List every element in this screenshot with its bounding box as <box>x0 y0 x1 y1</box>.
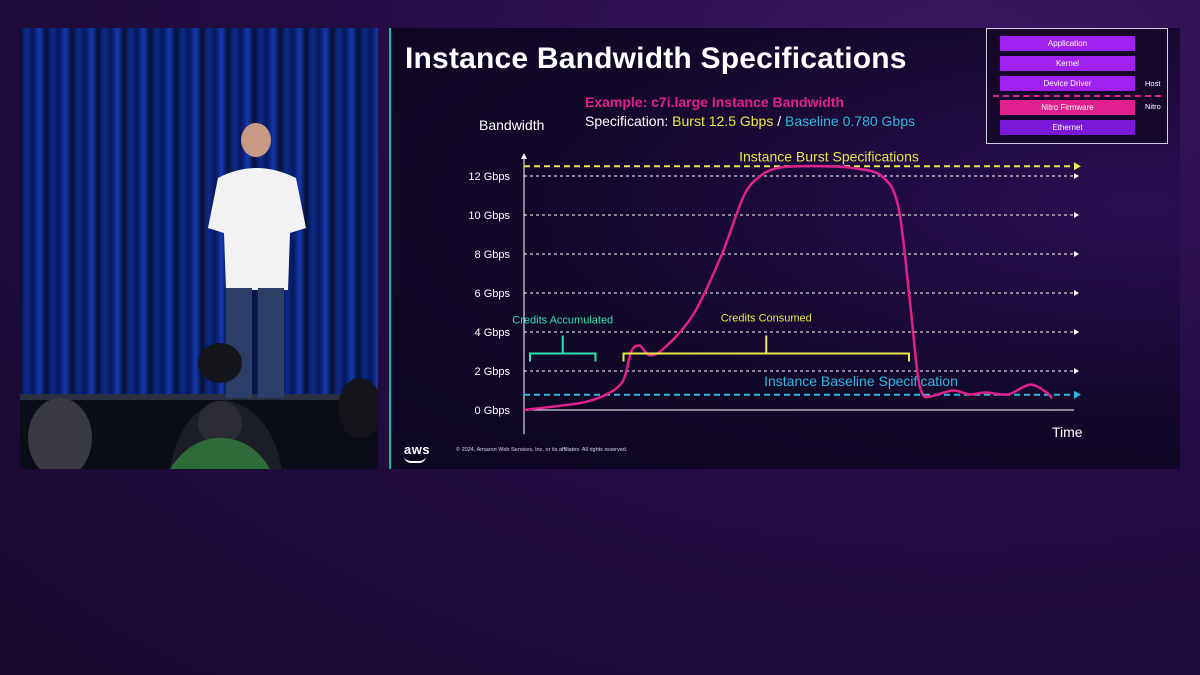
slide: Instance Bandwidth Specifications Exampl… <box>392 28 1180 469</box>
specification-line: Specification: Burst 12.5 Gbps / Baselin… <box>585 113 915 129</box>
grid-arrow-icon <box>1074 290 1079 296</box>
y-axis-arrow-icon <box>521 153 527 159</box>
bandwidth-curve <box>523 164 1053 412</box>
host-label: Host <box>1145 79 1161 88</box>
y-tick-label: 4 Gbps <box>475 327 511 339</box>
y-tick-label: 6 Gbps <box>475 288 511 300</box>
grid-arrow-icon <box>1074 368 1079 374</box>
host-nitro-divider <box>993 95 1161 97</box>
aws-logo: aws <box>404 442 431 463</box>
grid-arrow-icon <box>1074 173 1079 179</box>
speaker-video <box>20 28 378 469</box>
slide-title: Instance Bandwidth Specifications <box>405 42 907 75</box>
burst-arrow-icon <box>1074 162 1081 171</box>
y-axis-label: Bandwidth <box>479 117 545 133</box>
y-tick-label: 10 Gbps <box>468 210 510 222</box>
aws-logo-text: aws <box>404 442 431 457</box>
stack-layer-nitro-firmware: Nitro Firmware <box>1000 100 1135 115</box>
y-tick-label: 2 Gbps <box>475 366 511 378</box>
baseline-arrow-icon <box>1074 390 1081 399</box>
stack-layer-device-driver: Device Driver <box>1000 76 1135 91</box>
stack-layer-kernel: Kernel <box>1000 56 1135 71</box>
grid-arrow-icon <box>1074 212 1079 218</box>
credits-consumed-bracket <box>622 335 910 362</box>
spec-burst: Burst 12.5 Gbps <box>672 113 774 129</box>
pane-divider <box>389 28 391 469</box>
baseline-reference-label: Instance Baseline Specification <box>764 373 958 389</box>
stack-layer-application: Application <box>1000 36 1135 51</box>
stack-layer-ethernet: Ethernet <box>1000 120 1135 135</box>
spec-baseline: Baseline 0.780 Gbps <box>785 113 915 129</box>
bandwidth-chart: 0 Gbps 2 Gbps 4 Gbps 6 Gbps 8 Gbps 10 Gbps 12 … <box>468 148 1081 434</box>
grid-arrow-icon <box>1074 329 1079 335</box>
spec-separator: / <box>773 113 786 129</box>
credits-consumed-label: Credits Consumed <box>721 312 812 324</box>
spec-prefix: Specification: <box>585 113 673 129</box>
credits-accumulated-bracket <box>529 335 597 362</box>
y-tick-label: 8 Gbps <box>475 249 511 261</box>
y-tick-label: 12 Gbps <box>468 171 510 183</box>
credits-accumulated-label: Credits Accumulated <box>512 314 613 326</box>
nitro-label: Nitro <box>1145 102 1161 111</box>
stack-diagram: Application Kernel Device Driver Nitro F… <box>986 28 1168 144</box>
x-axis-label: Time <box>1052 424 1083 440</box>
aws-smile-icon <box>404 456 426 463</box>
y-tick-label: 0 Gbps <box>475 405 511 417</box>
copyright-text: © 2024, Amazon Web Services, Inc. or its… <box>456 447 628 453</box>
speaker-video-frame <box>20 28 378 469</box>
grid-arrow-icon <box>1074 251 1079 257</box>
example-label: Example: c7i.large Instance Bandwidth <box>585 94 845 110</box>
burst-reference-label: Instance Burst Specifications <box>739 148 919 164</box>
